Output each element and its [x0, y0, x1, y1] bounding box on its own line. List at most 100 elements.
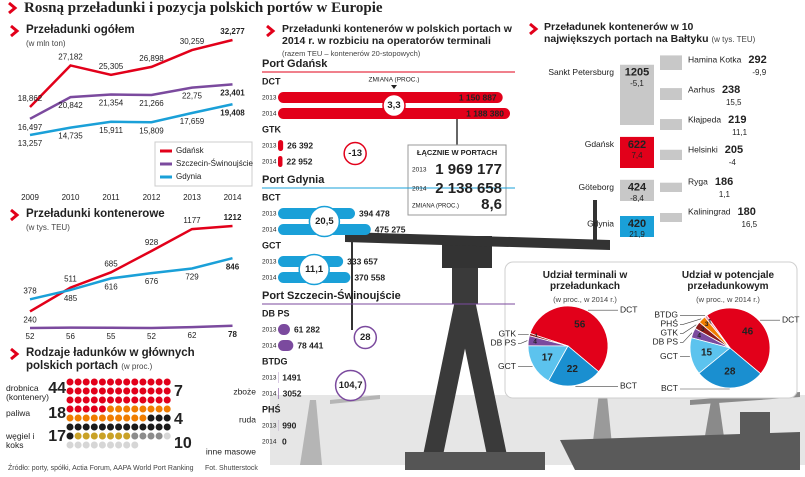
bar	[620, 216, 654, 237]
x-tick-label: 2013	[183, 193, 201, 202]
value-label: 18,862	[18, 94, 43, 103]
dot	[98, 414, 106, 422]
value-label: 20,842	[58, 101, 83, 110]
year-label: 2014	[262, 275, 277, 282]
terminal-name: DCT	[262, 76, 281, 86]
waffle-group	[74, 432, 131, 440]
chart-subtitle: (razem TEU – kontenerów 20-stopowych)	[282, 49, 421, 58]
dot	[163, 432, 171, 440]
dot	[107, 387, 114, 395]
dot	[147, 387, 155, 395]
chart-title: Udział terminali w przeładunkach	[542, 270, 628, 292]
port-name: Helsinki	[688, 144, 718, 154]
dot	[90, 405, 98, 413]
dot	[74, 387, 82, 395]
bar	[278, 388, 279, 399]
value-label: 15,911	[99, 126, 123, 135]
category-label: paliwa	[6, 408, 31, 418]
change-label: -13	[348, 148, 362, 159]
chart-heading: Rodzaje ładunków w głównych polskich por…	[26, 347, 226, 373]
value-label: 22,75	[182, 92, 203, 101]
value-label: 55	[107, 332, 116, 341]
crane-leg	[420, 300, 475, 470]
dot	[66, 378, 74, 386]
dot	[115, 387, 123, 395]
value-label: 22	[567, 364, 579, 375]
dot	[82, 441, 90, 449]
dot	[131, 423, 139, 431]
dot	[90, 387, 98, 395]
category-label: inne masowe	[206, 446, 256, 456]
chart-subtitle: (w tys. TEU)	[711, 35, 756, 44]
value-label: 23,401	[220, 88, 245, 97]
category-label: PHŚ	[661, 318, 679, 329]
dot	[82, 378, 90, 386]
dot	[155, 432, 163, 440]
total-box	[407, 144, 507, 216]
value-label: 22 952	[286, 156, 312, 166]
value-label: 44	[48, 380, 66, 397]
value-label: 370 558	[354, 272, 385, 282]
value-label: 990	[282, 420, 296, 430]
value-label: 4	[533, 338, 537, 345]
dot	[66, 387, 74, 395]
dot	[107, 441, 114, 449]
dot	[66, 432, 74, 440]
crane-boom	[345, 232, 610, 250]
value-label: 30,259	[180, 37, 205, 46]
arrow-icon	[10, 347, 20, 361]
port-name: Port Szczecin-Świnoujście	[262, 289, 401, 302]
value-label: 17	[542, 353, 554, 364]
value-label: 15,809	[139, 126, 164, 135]
chart-title: Przeładunki kontenerowe	[26, 208, 165, 220]
value-label: 18	[48, 405, 66, 422]
dot	[74, 432, 82, 440]
bar	[660, 182, 682, 192]
change-label: 1,1	[719, 190, 731, 199]
dot	[139, 423, 147, 431]
value-label: 56	[574, 320, 586, 331]
category-label: ruda	[239, 414, 256, 424]
value-label: 928	[145, 238, 159, 247]
category-label: GCT	[660, 351, 678, 361]
change-label: 21,9	[629, 230, 645, 239]
dot	[107, 423, 114, 431]
value-label: 14,735	[58, 132, 83, 141]
dot	[163, 378, 171, 386]
dot	[115, 432, 123, 440]
category-label: BCT	[661, 383, 678, 393]
change-label: 28	[360, 332, 371, 343]
dot	[163, 414, 171, 422]
dot	[131, 441, 139, 449]
total-title: ŁĄCZNIE W PORTACH	[417, 148, 497, 157]
dot	[147, 396, 155, 404]
pie-slice	[527, 345, 569, 382]
value-label: 21,266	[139, 99, 164, 108]
value-label: 26,898	[139, 54, 164, 63]
chart-title: Udział w potencjale przeładunkowym	[681, 270, 775, 292]
change-label: 11,1	[305, 264, 324, 275]
dot	[82, 387, 90, 395]
dot	[98, 432, 106, 440]
dot	[90, 441, 98, 449]
dot	[98, 441, 106, 449]
dot	[66, 396, 74, 404]
year-label: 2013	[262, 375, 277, 382]
value-label: 1 188 380	[466, 108, 504, 118]
change-badge	[343, 141, 367, 166]
line-series	[29, 224, 233, 313]
value-label: 292	[748, 54, 766, 66]
dot	[115, 423, 123, 431]
change-badge	[334, 369, 367, 402]
x-tick-label: 2010	[62, 193, 80, 202]
value-label: 1205	[625, 67, 649, 79]
dot	[115, 396, 123, 404]
category-label: DCT	[620, 304, 637, 314]
category-label: DB PS	[652, 337, 678, 347]
category-label: DB PS	[490, 338, 516, 348]
value-label: 17	[48, 428, 66, 445]
dot	[123, 405, 131, 413]
bar	[660, 88, 682, 100]
dot	[163, 396, 171, 404]
